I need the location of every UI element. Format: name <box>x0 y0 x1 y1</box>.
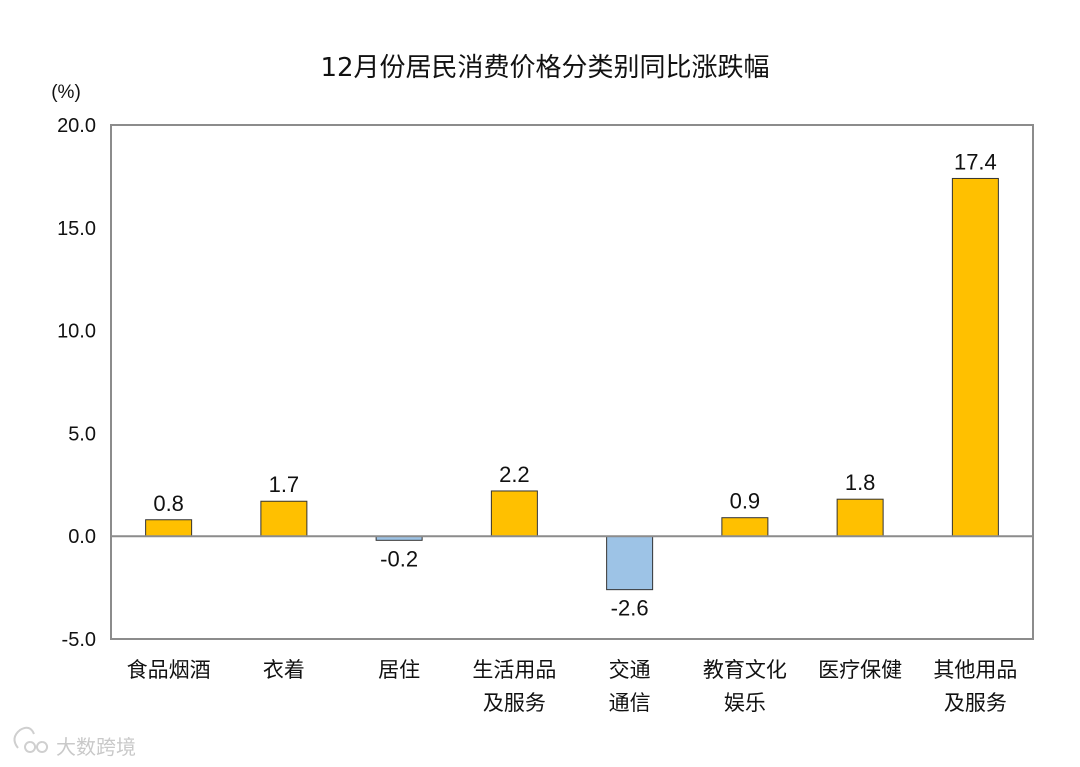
watermark-text: 大数跨境 <box>56 735 136 759</box>
x-tick-label: 及服务 <box>944 691 1007 715</box>
bar <box>260 500 308 537</box>
bar <box>145 519 193 537</box>
x-tick-label: 及服务 <box>483 691 546 715</box>
y-tick-label: 15.0 <box>57 218 96 240</box>
watermark: 大数跨境 <box>13 726 136 759</box>
data-label: 1.8 <box>845 470 876 495</box>
y-tick-label: 20.0 <box>57 115 96 137</box>
data-label: 2.2 <box>499 462 530 487</box>
bar <box>721 517 769 537</box>
watermark-logo-icon <box>13 726 49 753</box>
x-tick-label: 教育文化 <box>703 658 787 682</box>
bar <box>490 490 538 537</box>
bars <box>145 177 999 591</box>
x-tick-label: 居住 <box>378 658 420 682</box>
y-tick-label: 5.0 <box>68 423 96 445</box>
x-tick-label: 交通 <box>609 658 651 682</box>
x-tick-label: 通信 <box>609 691 651 715</box>
x-tick-label: 其他用品 <box>933 658 1017 682</box>
y-axis: 20.0 15.0 10.0 5.0 0.0 -5.0 <box>57 115 96 651</box>
data-label: 17.4 <box>954 149 997 174</box>
data-label: 0.8 <box>153 491 184 516</box>
y-axis-unit-label: (%) <box>51 82 81 103</box>
y-tick-label: -5.0 <box>62 629 96 651</box>
data-labels: 0.8 1.7 -0.2 2.2 -2.6 0.9 1.8 17.4 <box>153 149 996 620</box>
x-tick-label: 衣着 <box>263 658 305 682</box>
bar <box>951 177 999 537</box>
x-tick-label: 娱乐 <box>724 691 766 715</box>
data-label: 1.7 <box>269 472 300 497</box>
bar <box>606 535 654 591</box>
x-tick-label: 医疗保健 <box>818 658 902 682</box>
x-tick-label: 生活用品 <box>472 658 556 682</box>
chart-title: 12月份居民消费价格分类别同比涨跌幅 <box>320 53 769 83</box>
x-tick-label: 食品烟酒 <box>127 658 211 682</box>
plot-area-frame <box>110 124 1034 640</box>
y-tick-label: 0.0 <box>68 526 96 548</box>
data-label: -0.2 <box>380 546 418 571</box>
data-label: -2.6 <box>611 596 649 621</box>
y-tick-label: 10.0 <box>57 321 96 343</box>
data-label: 0.9 <box>730 489 761 514</box>
bar <box>836 498 884 537</box>
